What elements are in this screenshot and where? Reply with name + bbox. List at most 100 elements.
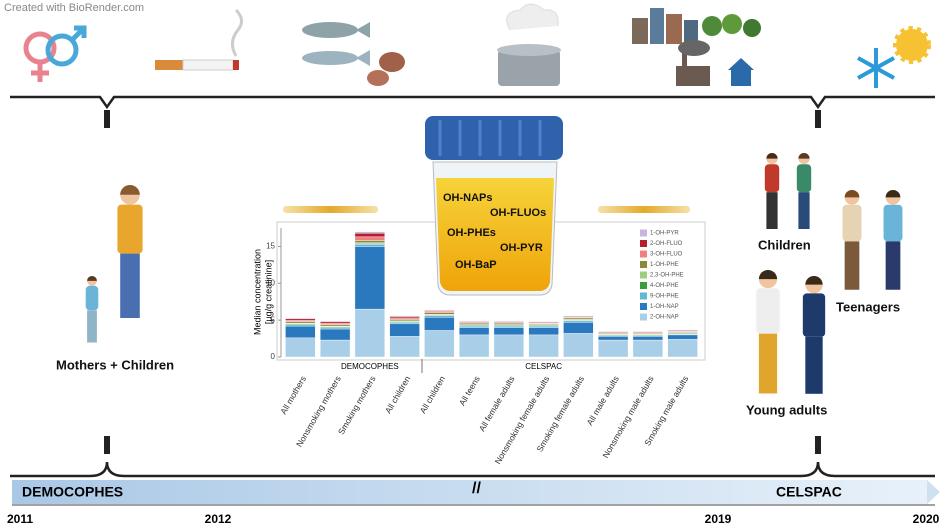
torso — [883, 204, 903, 242]
bar-segment — [528, 321, 559, 323]
bar-segment — [354, 231, 386, 234]
gender-icon — [23, 25, 87, 82]
bar-segment — [354, 240, 386, 243]
y-tick-label: 0 — [271, 352, 276, 361]
weather-icon — [857, 26, 931, 88]
bar-segment — [563, 320, 594, 323]
legend-label: 2-OH-NAP — [650, 315, 679, 321]
bar-segment — [493, 327, 525, 336]
legs — [885, 241, 901, 290]
hair — [798, 153, 810, 159]
gold-bar — [598, 206, 690, 213]
year-label: 2011 — [7, 512, 33, 526]
cohort-label: Children — [758, 237, 811, 252]
arrow — [815, 110, 821, 128]
legend-swatch — [640, 292, 647, 300]
torso — [756, 288, 780, 334]
bar-segment — [597, 336, 629, 341]
bar-segment — [458, 334, 490, 358]
bar-segment — [597, 339, 629, 358]
legs — [844, 241, 860, 290]
bar-segment — [285, 319, 316, 322]
bar-segment — [528, 327, 559, 336]
bar-segment — [458, 325, 490, 328]
bar-segment — [285, 324, 316, 327]
bar-segment — [528, 334, 559, 358]
year-label: 2019 — [705, 512, 732, 526]
arrow — [104, 110, 110, 128]
legend-label: 9-OH-PHE — [650, 294, 679, 300]
legend-swatch — [640, 261, 647, 268]
legend-swatch — [640, 229, 647, 237]
timeline-arrow — [927, 480, 940, 504]
credit: Created with BioRender.com — [4, 2, 144, 14]
people — [85, 153, 903, 394]
bar-segment — [424, 309, 455, 311]
bar-segment — [632, 336, 664, 341]
legend-label: 4-OH-PHE — [650, 283, 679, 289]
x-tick-label: All children — [383, 374, 413, 415]
bar-segment — [389, 317, 420, 320]
y-tick-label: 15 — [266, 242, 275, 251]
legs — [87, 310, 97, 343]
sample-label: OH-NAPs — [443, 192, 493, 204]
hair — [87, 276, 97, 281]
sample-label: OH-FLUOs — [490, 207, 546, 219]
y-axis-label: Median concentration — [252, 249, 262, 335]
y-tick-label: 5 — [271, 315, 276, 324]
bar-segment — [632, 331, 664, 333]
bar-segment — [667, 329, 698, 331]
legend-label: 2,3-OH-PHE — [650, 273, 684, 279]
legs — [798, 192, 810, 229]
sample-label: OH-PHEs — [447, 227, 496, 239]
bar-segment — [667, 334, 698, 340]
bar-segment — [528, 325, 559, 328]
food-icon — [302, 22, 405, 86]
torso — [85, 285, 99, 311]
legend-label: 1-OH-NAP — [650, 304, 679, 310]
x-tick-label: All children — [418, 374, 448, 415]
torso — [802, 293, 826, 337]
bar-segment — [319, 339, 351, 358]
bar-segment — [285, 321, 316, 324]
hair — [805, 276, 823, 285]
legs — [805, 336, 823, 394]
bar-segment — [389, 315, 420, 317]
bar-segment — [354, 308, 386, 358]
bar-segment — [493, 325, 525, 328]
bar-segment — [424, 312, 455, 315]
torso — [842, 204, 862, 242]
cooking-pot-icon — [497, 3, 561, 86]
x-tick-label: All teens — [457, 374, 482, 407]
cohort-label: Young adults — [746, 402, 827, 417]
torso — [796, 164, 812, 193]
bottom-line — [10, 461, 935, 478]
study-label: CELSPAC — [776, 484, 842, 500]
hair — [758, 270, 778, 280]
cohort-label: Teenagers — [836, 299, 900, 314]
bar-segment — [285, 318, 316, 321]
bar-segment — [458, 320, 490, 322]
arrow — [104, 436, 110, 454]
group-label: CELSPAC — [525, 362, 562, 371]
cigarette-icon — [155, 8, 243, 71]
bar-segment — [319, 320, 351, 322]
cohort-label: Mothers + Children — [56, 357, 174, 372]
year-label: 2012 — [205, 512, 232, 526]
group-label: DEMOCOPHES — [341, 362, 399, 371]
bar-segment — [319, 327, 351, 330]
bar-segment — [285, 325, 316, 339]
timeline-band — [12, 480, 927, 504]
bar-segment — [458, 327, 490, 336]
bar-segment — [319, 321, 351, 324]
bar-segment — [354, 236, 386, 241]
x-tick-label: All female adults — [477, 374, 517, 433]
bar-segment — [354, 232, 386, 238]
bar-segment — [424, 311, 455, 313]
hair — [885, 190, 901, 198]
bar-segment — [389, 319, 420, 322]
bar-segment — [354, 244, 386, 247]
study-label: DEMOCOPHES — [22, 484, 123, 500]
hair — [844, 190, 860, 198]
x-tick-label: All mothers — [278, 374, 308, 416]
